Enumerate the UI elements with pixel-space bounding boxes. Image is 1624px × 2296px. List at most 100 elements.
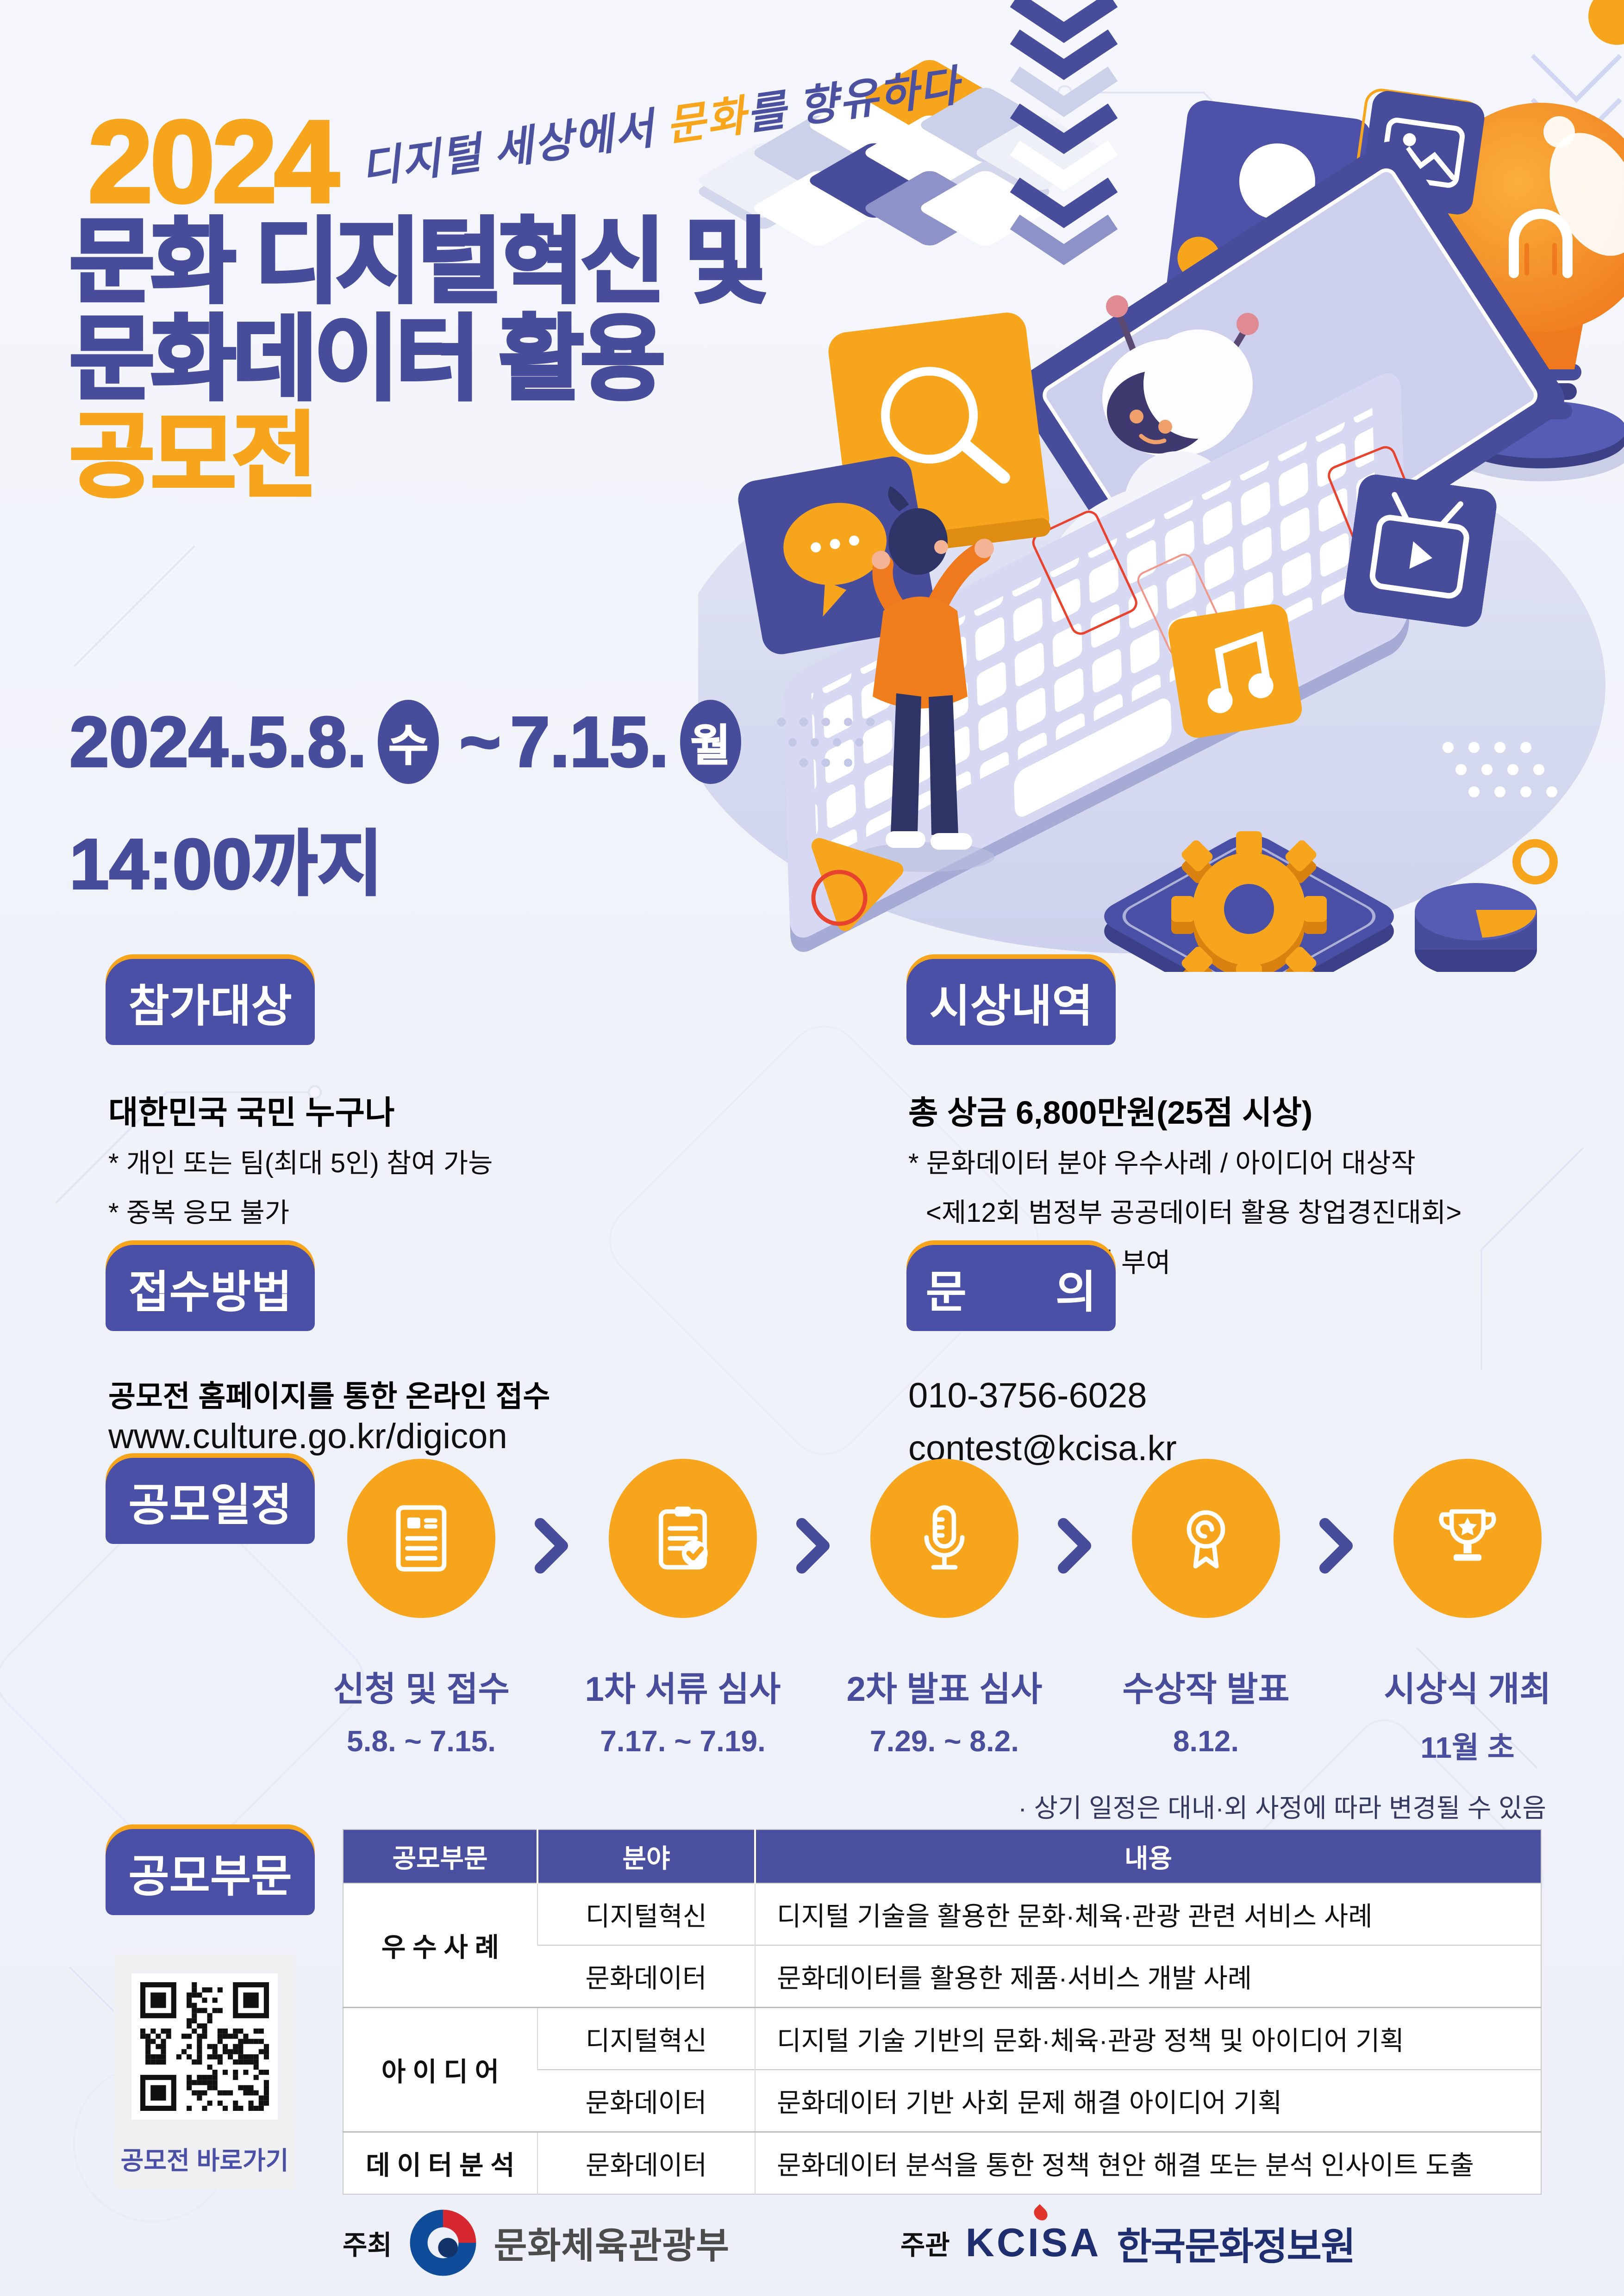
target-headline: 대한민국 국민 누구나 — [108, 1095, 395, 1131]
dot-grid-lavender — [777, 718, 874, 767]
schedule-step-1: 신청 및 접수 5.8. ~ 7.15. — [333, 1459, 510, 1758]
target-bullets: * 개인 또는 팀(최대 5인) 참여 가능 * 중복 응모 불가 — [108, 1139, 493, 1238]
kcisa-logo: KCISA — [965, 2203, 1101, 2266]
tagline-highlight: 문화 — [663, 92, 750, 150]
apply-headline: 공모전 홈페이지를 통한 온라인 접수 — [108, 1380, 550, 1413]
weekday-badge-end: 월 — [680, 700, 741, 784]
contest-period: 2024.5.8. 수 ~7.15. 월 — [69, 700, 752, 784]
qr-code[interactable] — [131, 1973, 278, 2120]
schedule-step-5: 시상식 개최 11월 초 — [1384, 1459, 1551, 1767]
table-row: 문화데이터 문화데이터 기반 사회 문제 해결 아이디어 기획 — [343, 2069, 1541, 2132]
dot-grid-white — [1443, 742, 1557, 797]
music-card — [1168, 604, 1302, 738]
organizer-logo-text: KCISA — [965, 2220, 1101, 2265]
schedule-timeline: 신청 및 접수 5.8. ~ 7.15. 1차 서류 심사 7.17. ~ 7.… — [333, 1459, 1551, 1767]
section-badge-awards: 시상내역 — [906, 959, 1116, 1045]
trophy-icon — [1439, 1509, 1496, 1561]
table-row: 문화데이터 문화데이터를 활용한 제품·서비스 개발 사례 — [343, 1945, 1541, 2008]
table-row: 우수사례 디지털혁신 디지털 기술을 활용한 문화·체육·관광 관련 서비스 사… — [343, 1883, 1541, 2008]
red-circle-decor — [811, 870, 868, 926]
chevron-tower — [1010, 0, 1118, 265]
deadline-label: 14:00까지 — [69, 823, 384, 905]
column-header-category: 공모부문 — [343, 1829, 537, 1883]
target-bullet-1: * 개인 또는 팀(최대 5인) 참여 가능 — [108, 1148, 493, 1178]
content-cell: 디지털 기술을 활용한 문화·체육·관광 관련 서비스 사례 — [755, 1883, 1541, 1945]
gear-tile — [1104, 831, 1394, 972]
step-label: 시상식 개최 — [1384, 1670, 1551, 1708]
section-badge-categories: 공모부문 — [106, 1829, 315, 1915]
qr-panel: 공모전 바로가기 — [114, 1954, 295, 2189]
tv-card — [1344, 474, 1497, 627]
schedule-step-4: 수상작 발표 8.12. — [1123, 1459, 1289, 1758]
step-circle — [347, 1459, 495, 1618]
organizer-name: 한국문화정보원 — [1117, 2225, 1355, 2268]
category-cell: 아이디어 — [343, 2007, 537, 2132]
host-name: 문화체육관광부 — [493, 2225, 730, 2266]
step-circle — [1393, 1459, 1542, 1618]
step-date: 7.17. ~ 7.19. — [600, 1724, 766, 1758]
clipboard-check-icon — [658, 1506, 708, 1570]
chevron-right-icon — [1023, 1518, 1127, 1574]
table-header-row: 공모부문 분야 내용 — [343, 1829, 1541, 1883]
step-date: 11월 초 — [1420, 1731, 1515, 1764]
step-circle — [870, 1459, 1018, 1618]
magnifier-icon — [881, 367, 1010, 484]
period-end-date: 7.15. — [509, 701, 670, 783]
corner-orange-circle — [1588, 0, 1624, 45]
microphone-icon — [924, 1505, 965, 1570]
category-cell: 우수사례 — [343, 1883, 537, 2008]
footer-organizer-group: 주관 KCISA 한국문화정보원 — [900, 2197, 1355, 2288]
poster-title: 문화 디지털혁신 및 문화데이터 활용 공모전 — [68, 211, 770, 508]
qr-caption: 공모전 바로가기 — [120, 2147, 289, 2175]
chevron-right-icon — [500, 1518, 604, 1574]
chevron-right-icon — [1285, 1518, 1389, 1574]
content-cell: 문화데이터 기반 사회 문제 해결 아이디어 기획 — [755, 2069, 1541, 2132]
weekday-badge-start: 수 — [378, 700, 439, 784]
organizer-label: 주관 — [900, 2230, 950, 2260]
title-line-3: 공모전 — [68, 405, 319, 508]
awards-bullet-2: <제12회 범정부 공공데이터 활용 창업경진대회> — [926, 1198, 1462, 1228]
title-line-2: 문화데이터 활용 — [68, 308, 667, 411]
step-circle — [609, 1459, 757, 1618]
hero-illustration — [698, 0, 1624, 972]
title-line-1: 문화 디지털혁신 및 — [68, 211, 770, 314]
apply-url-link[interactable]: www.culture.go.kr/digicon — [108, 1417, 507, 1456]
step-date: 7.29. ~ 8.2. — [869, 1724, 1019, 1758]
section-badge-apply: 접수방법 — [106, 1245, 315, 1331]
host-label: 주최 — [343, 2230, 392, 2260]
year-label: 2024 — [87, 95, 341, 229]
step-label: 신청 및 접수 — [333, 1670, 510, 1708]
section-badge-target: 참가대상 — [106, 959, 315, 1045]
period-start-date: 2024.5.8. — [69, 701, 368, 783]
awards-bullet-1: * 문화데이터 분야 우수사례 / 아이디어 대상작 — [908, 1148, 1416, 1178]
section-badge-contact: 문 의 — [906, 1245, 1116, 1331]
schedule-step-3: 2차 발표 심사 7.29. ~ 8.2. — [847, 1459, 1042, 1758]
section-badge-schedule: 공모일정 — [106, 1458, 315, 1544]
step-label: 1차 서류 심사 — [585, 1670, 781, 1708]
schedule-note: · 상기 일정은 대내·외 사정에 따라 변경될 수 있음 — [1018, 1793, 1546, 1823]
chevron-right-icon — [762, 1518, 866, 1574]
isometric-tile-stack — [699, 60, 1105, 246]
awards-headline: 총 상금 6,800만원(25점 시상) — [908, 1095, 1313, 1131]
field-cell: 문화데이터 — [537, 2069, 755, 2132]
document-icon — [396, 1505, 447, 1572]
gear-icon — [1171, 831, 1327, 972]
step-circle — [1132, 1459, 1280, 1618]
period-separator: ~ — [458, 701, 502, 783]
content-cell: 문화데이터를 활용한 제품·서비스 개발 사례 — [755, 1945, 1541, 2008]
medal-icon — [1187, 1510, 1225, 1569]
step-label: 수상작 발표 — [1122, 1670, 1290, 1708]
step-label: 2차 발표 심사 — [846, 1670, 1043, 1708]
target-bullet-2: * 중복 응모 불가 — [108, 1198, 290, 1228]
field-cell: 문화데이터 — [537, 1945, 755, 2008]
schedule-step-2: 1차 서류 심사 7.17. ~ 7.19. — [585, 1459, 781, 1758]
step-date: 5.8. ~ 7.15. — [346, 1724, 496, 1758]
contact-phone[interactable]: 010-3756-6028 — [908, 1376, 1147, 1415]
triangle-decor — [811, 838, 904, 931]
mcst-logo-icon — [410, 2209, 476, 2276]
table-row: 데이터분석 문화데이터 문화데이터 분석을 통한 정책 현안 해결 또는 분석 … — [343, 2131, 1541, 2194]
content-cell: 문화데이터 분석을 통한 정책 현안 해결 또는 분석 인사이트 도출 — [755, 2131, 1541, 2194]
field-cell: 문화데이터 — [537, 2131, 755, 2194]
content-cell: 디지털 기술 기반의 문화·체육·관광 정책 및 아이디어 기획 — [755, 2007, 1541, 2070]
footer-host-group: 주최 문화체육관광부 — [343, 2197, 730, 2288]
